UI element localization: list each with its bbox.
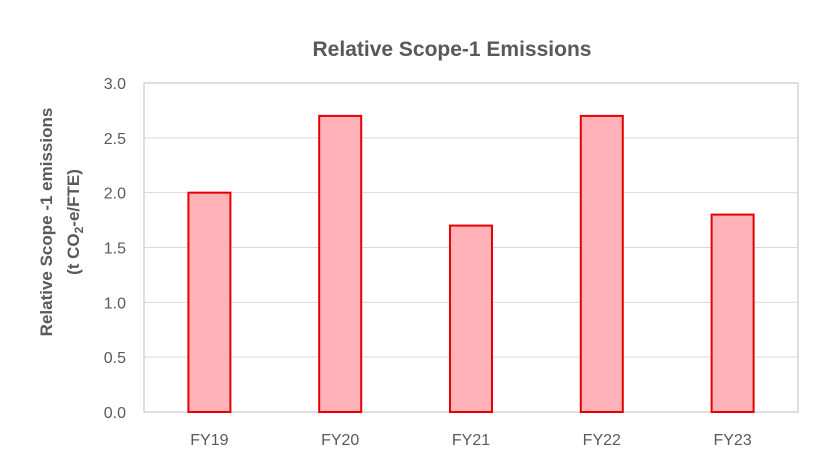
chart-title: Relative Scope-1 Emissions bbox=[313, 38, 592, 61]
y-tick-label: 0.0 bbox=[104, 405, 126, 422]
bars bbox=[187, 114, 755, 414]
y-tick-label: 1.0 bbox=[104, 295, 126, 312]
y-tick-label: 2.0 bbox=[104, 186, 126, 203]
bar-fy22 bbox=[579, 114, 624, 414]
bar-fy19 bbox=[187, 191, 232, 413]
y-axis-label: Relative Scope -1 emissions bbox=[37, 108, 56, 337]
x-tick-label: FY20 bbox=[321, 432, 359, 449]
bar-fy23 bbox=[710, 213, 755, 413]
y-tick-label: 2.5 bbox=[104, 131, 126, 148]
y-axis-ticks: 0.0 0.5 1.0 1.5 2.0 2.5 3.0 bbox=[104, 76, 126, 422]
x-tick-label: FY21 bbox=[452, 432, 490, 449]
y-axis-unit-label: (t CO2-e/FTE) bbox=[64, 169, 86, 275]
bar-fy20 bbox=[318, 114, 363, 414]
x-axis-ticks: FY19 FY20 FY21 FY22 FY23 bbox=[190, 432, 752, 449]
x-tick-label: FY19 bbox=[190, 432, 228, 449]
bar-fy21 bbox=[449, 224, 493, 413]
x-tick-label: FY23 bbox=[713, 432, 751, 449]
y-axis-unit-part-1: (t CO bbox=[64, 233, 83, 275]
y-tick-label: 0.5 bbox=[104, 350, 126, 367]
y-axis-unit-subscript: 2 bbox=[72, 226, 86, 233]
y-tick-label: 1.5 bbox=[104, 241, 126, 258]
x-tick-label: FY22 bbox=[583, 432, 621, 449]
y-tick-label: 3.0 bbox=[104, 76, 126, 93]
y-axis-unit-part-2: -e/FTE) bbox=[64, 169, 83, 227]
